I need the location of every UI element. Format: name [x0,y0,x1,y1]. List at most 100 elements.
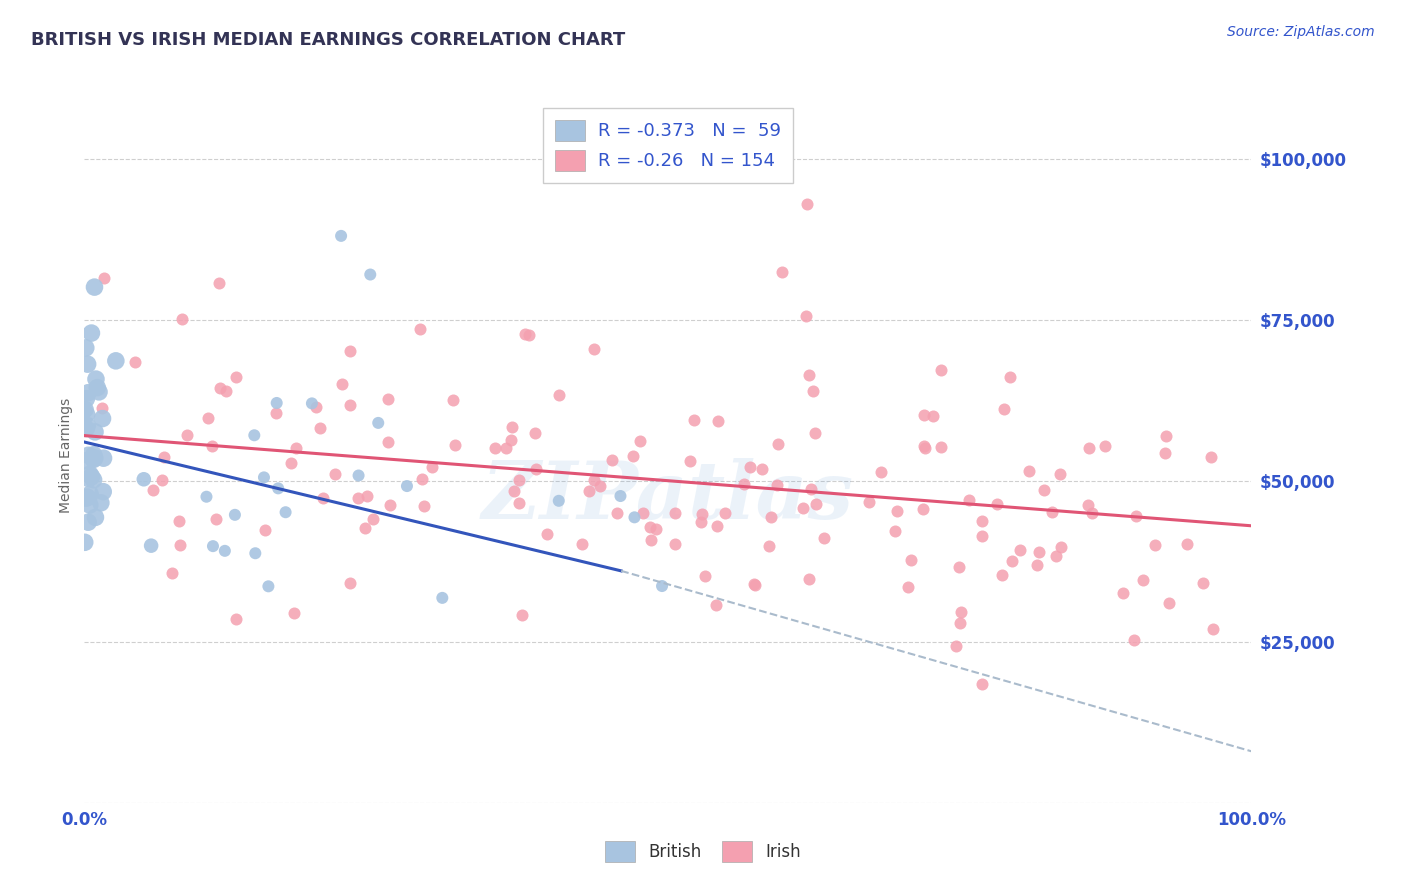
Point [606,506,628,520]
Point [83,451,105,466]
Point [82,452,104,467]
Point [501,420,523,434]
Point [797,572,820,586]
Point [1033,483,1056,498]
Point [225,611,247,625]
Point [84,510,107,524]
Point [706,519,728,533]
Point [738,460,761,475]
Point [547,493,569,508]
Point [1000,554,1022,568]
Point [679,453,702,467]
Point [215,384,238,399]
Point [253,524,276,538]
Point [945,639,967,653]
Point [949,615,972,630]
Point [631,506,654,520]
Point [1040,505,1063,519]
Point [519,328,541,343]
Point [813,531,835,545]
Point [274,505,297,519]
Point [1154,428,1177,442]
Point [628,434,651,448]
Point [77,385,100,400]
Point [1028,545,1050,559]
Point [957,492,980,507]
Point [153,450,176,465]
Point [283,606,305,620]
Point [912,439,935,453]
Point [361,512,384,526]
Point [523,425,546,440]
Point [79,467,101,482]
Point [411,472,433,486]
Point [950,605,973,619]
Point [169,514,191,528]
Point [1081,506,1104,520]
Point [897,580,920,594]
Legend: R = -0.373   N =  59, R = -0.26   N = 154: R = -0.373 N = 59, R = -0.26 N = 154 [543,109,793,183]
Point [609,489,631,503]
Point [266,406,288,420]
Point [432,591,454,605]
Point [305,400,328,414]
Point [76,418,98,433]
Point [201,539,224,553]
Point [339,343,361,358]
Point [744,578,766,592]
Point [536,527,558,541]
Point [911,502,934,516]
Point [1045,549,1067,564]
Point [948,560,970,574]
Point [799,368,821,383]
Point [266,396,288,410]
Point [1157,597,1180,611]
Point [683,412,706,426]
Point [83,473,105,487]
Point [972,677,994,691]
Point [693,568,716,582]
Point [758,539,780,553]
Point [444,438,467,452]
Point [91,411,114,425]
Point [90,496,112,510]
Point [914,441,936,455]
Point [651,579,673,593]
Point [1199,450,1222,464]
Point [803,426,825,441]
Point [77,448,100,462]
Point [359,268,381,282]
Point [195,490,218,504]
Point [312,491,335,505]
Point [508,496,530,510]
Point [413,500,436,514]
Point [931,440,953,454]
Point [91,401,114,415]
Point [86,380,108,394]
Point [664,506,686,520]
Point [870,466,893,480]
Point [330,228,353,243]
Text: Source: ZipAtlas.com: Source: ZipAtlas.com [1227,25,1375,39]
Point [77,515,100,529]
Point [225,369,247,384]
Point [499,433,522,447]
Point [806,497,828,511]
Point [150,473,173,487]
Point [208,276,231,290]
Point [77,472,100,486]
Point [970,514,993,528]
Point [689,516,711,530]
Point [801,384,824,399]
Point [600,453,623,467]
Point [495,441,517,455]
Point [800,482,823,496]
Point [169,538,191,552]
Y-axis label: Median Earnings: Median Earnings [59,397,73,513]
Point [104,354,127,368]
Point [794,309,817,323]
Point [367,416,389,430]
Point [139,539,162,553]
Point [571,537,593,551]
Point [204,512,226,526]
